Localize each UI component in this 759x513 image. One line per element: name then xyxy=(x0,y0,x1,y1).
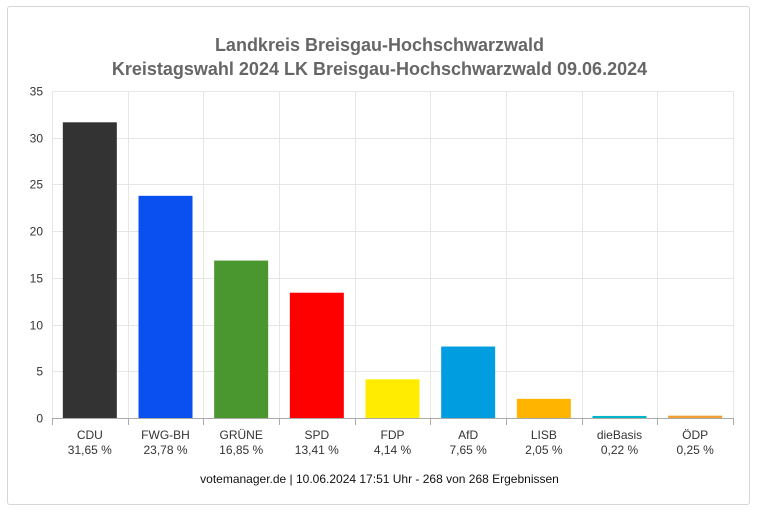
x-value-label: 7,65 % xyxy=(449,443,487,457)
chart-title: Landkreis Breisgau-Hochschwarzwald xyxy=(214,35,545,55)
chart-subtitle: Kreistagswahl 2024 LK Breisgau-Hochschwa… xyxy=(111,59,648,79)
bar-CDU xyxy=(62,122,117,418)
bar-dieBasis xyxy=(592,415,647,418)
x-category-label: CDU xyxy=(77,428,103,442)
x-category-label: LISB xyxy=(531,428,557,442)
x-category-label: ÖDP xyxy=(682,428,708,442)
x-value-label: 23,78 % xyxy=(143,443,187,457)
bar-FDP xyxy=(365,379,420,418)
y-tick-label: 35 xyxy=(30,85,44,99)
bar-AfD xyxy=(441,346,496,418)
y-tick-label: 5 xyxy=(36,365,43,379)
y-tick-label: 15 xyxy=(30,272,44,286)
y-tick-label: 10 xyxy=(30,319,44,333)
x-value-label: 0,22 % xyxy=(601,443,639,457)
x-value-label: 31,65 % xyxy=(68,443,112,457)
bar-LISB xyxy=(516,398,571,418)
y-tick-label: 20 xyxy=(30,225,44,239)
x-value-label: 0,25 % xyxy=(676,443,714,457)
x-value-label: 4,14 % xyxy=(374,443,412,457)
bar-ÖDP xyxy=(668,415,723,418)
y-tick-label: 30 xyxy=(30,132,44,146)
x-category-label: AfD xyxy=(458,428,478,442)
x-value-label: 2,05 % xyxy=(525,443,563,457)
y-tick-label: 0 xyxy=(36,412,43,426)
x-value-label: 16,85 % xyxy=(219,443,263,457)
bar-SPD xyxy=(289,292,344,418)
x-category-label: GRÜNE xyxy=(219,428,262,442)
x-category-label: dieBasis xyxy=(597,428,642,442)
bar-FWG-BH xyxy=(138,195,193,418)
x-category-label: SPD xyxy=(304,428,329,442)
x-category-label: FWG-BH xyxy=(141,428,190,442)
x-category-label: FDP xyxy=(381,428,405,442)
x-value-label: 13,41 % xyxy=(295,443,339,457)
y-tick-label: 25 xyxy=(30,178,44,192)
bar-GRÜNE xyxy=(214,260,269,418)
footer-source: votemanager.de | 10.06.2024 17:51 Uhr - … xyxy=(200,472,559,486)
